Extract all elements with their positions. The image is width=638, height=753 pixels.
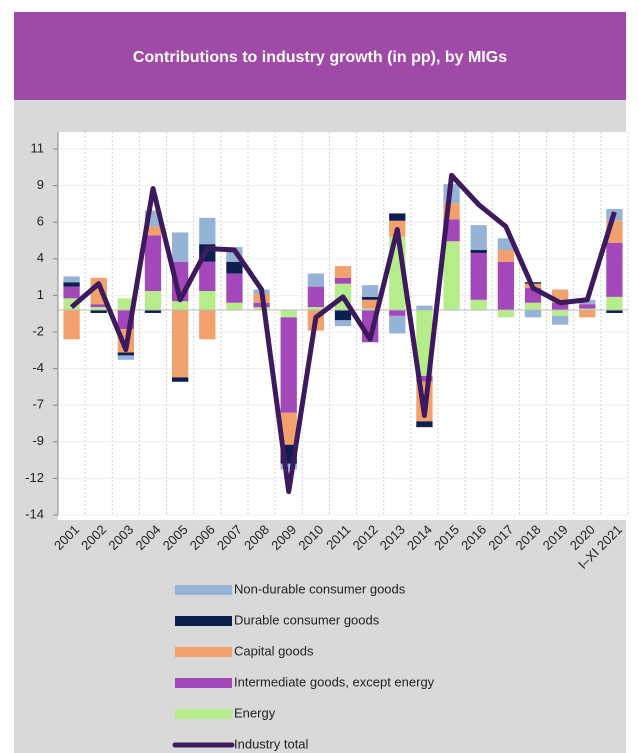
bar-segment — [389, 315, 406, 334]
bar-segment — [334, 277, 352, 284]
bar-segment — [117, 352, 134, 356]
bar-segment — [144, 310, 162, 313]
bar-segment — [63, 276, 80, 283]
bar-segment — [497, 261, 514, 311]
bar-segment — [524, 310, 542, 318]
legend-swatch — [175, 616, 232, 626]
bar-segment — [90, 307, 107, 311]
bar-segment — [307, 307, 324, 311]
y-tick-label: -9 — [32, 433, 44, 448]
bar-segment — [144, 226, 162, 236]
y-tick-label: -4 — [32, 360, 44, 375]
bar-segment — [552, 315, 569, 325]
y-tick-label: -2 — [32, 323, 44, 338]
y-tick-label: 1 — [37, 287, 44, 302]
bar-segment — [307, 286, 324, 308]
bar-segment — [280, 412, 297, 445]
legend-label: Non-durable consumer goods — [234, 581, 406, 596]
bar-segment — [144, 235, 162, 292]
bar-segment — [226, 273, 243, 303]
legend-swatch — [175, 678, 232, 688]
bar-segment — [470, 225, 487, 251]
bar-segment — [63, 310, 80, 340]
legend-label: Capital goods — [234, 643, 314, 658]
bar-segment — [280, 317, 297, 413]
bar-segment — [172, 301, 189, 311]
bar-segment — [334, 266, 352, 278]
bar-segment — [524, 302, 542, 311]
bar-segment — [362, 299, 379, 309]
bar-segment — [362, 285, 379, 297]
bar-segment — [334, 310, 352, 321]
bar-segment — [579, 304, 596, 309]
bar-segment — [90, 304, 107, 308]
bar-segment — [443, 241, 460, 311]
bar-segment — [144, 291, 162, 311]
y-tick-label: -14 — [25, 506, 44, 521]
bar-segment — [280, 310, 297, 318]
bar-segment — [362, 296, 379, 300]
bar-segment — [470, 252, 487, 300]
bar-segment — [90, 310, 107, 313]
bar-segment — [416, 305, 433, 311]
y-tick-label: -12 — [25, 470, 44, 485]
bar-segment — [117, 298, 134, 311]
bar-segment — [606, 296, 623, 311]
y-tick-label: 6 — [37, 214, 44, 229]
legend-label: Intermediate goods, except energy — [234, 674, 435, 689]
bar-segment — [199, 261, 216, 292]
bar-segment — [606, 242, 623, 297]
bar-segment — [416, 421, 433, 428]
bar-segment — [199, 217, 216, 245]
legend-swatch — [175, 709, 232, 719]
bar-segment — [497, 238, 514, 251]
header — [14, 12, 626, 100]
bar-segment — [172, 310, 189, 378]
bar-segment — [552, 302, 569, 311]
bar-segment — [172, 232, 189, 262]
y-tick-label: 11 — [31, 140, 45, 155]
chart-title: Contributions to industry growth (in pp)… — [133, 49, 507, 66]
bar-segment — [253, 307, 270, 311]
bar-segment — [63, 282, 80, 287]
bar-segment — [307, 273, 324, 287]
bar-segment — [199, 310, 216, 340]
bar-segment — [497, 310, 514, 318]
total-line — [69, 172, 617, 495]
bar-segment — [226, 261, 243, 274]
bar-segment — [172, 377, 189, 382]
bar-segment — [579, 308, 596, 311]
legend-label: Energy — [234, 705, 276, 720]
bar-segment — [63, 286, 80, 299]
bar-segment — [497, 250, 514, 262]
legend-label: Durable consumer goods — [234, 612, 380, 627]
y-tick-label: -7 — [32, 397, 44, 412]
bar-segment — [579, 310, 596, 318]
bar-segment — [389, 213, 406, 221]
y-tick-label: 9 — [37, 177, 44, 192]
bar-segment — [199, 291, 216, 311]
bar-segment — [389, 310, 406, 316]
bar-segment — [334, 320, 352, 327]
bar-segment — [280, 463, 297, 470]
legend-swatch — [175, 647, 232, 657]
bar-segment — [470, 250, 487, 253]
bar-segment — [606, 310, 623, 313]
y-tick-label: 4 — [37, 250, 44, 265]
legend-label: Industry total — [234, 736, 309, 751]
bar-segment — [362, 308, 379, 311]
legend-swatch — [175, 585, 232, 595]
bar-segment — [416, 375, 433, 382]
bar-segment — [117, 355, 134, 360]
bar-segment — [552, 310, 569, 316]
bar-segment — [470, 299, 487, 311]
bar-segment — [226, 302, 243, 311]
